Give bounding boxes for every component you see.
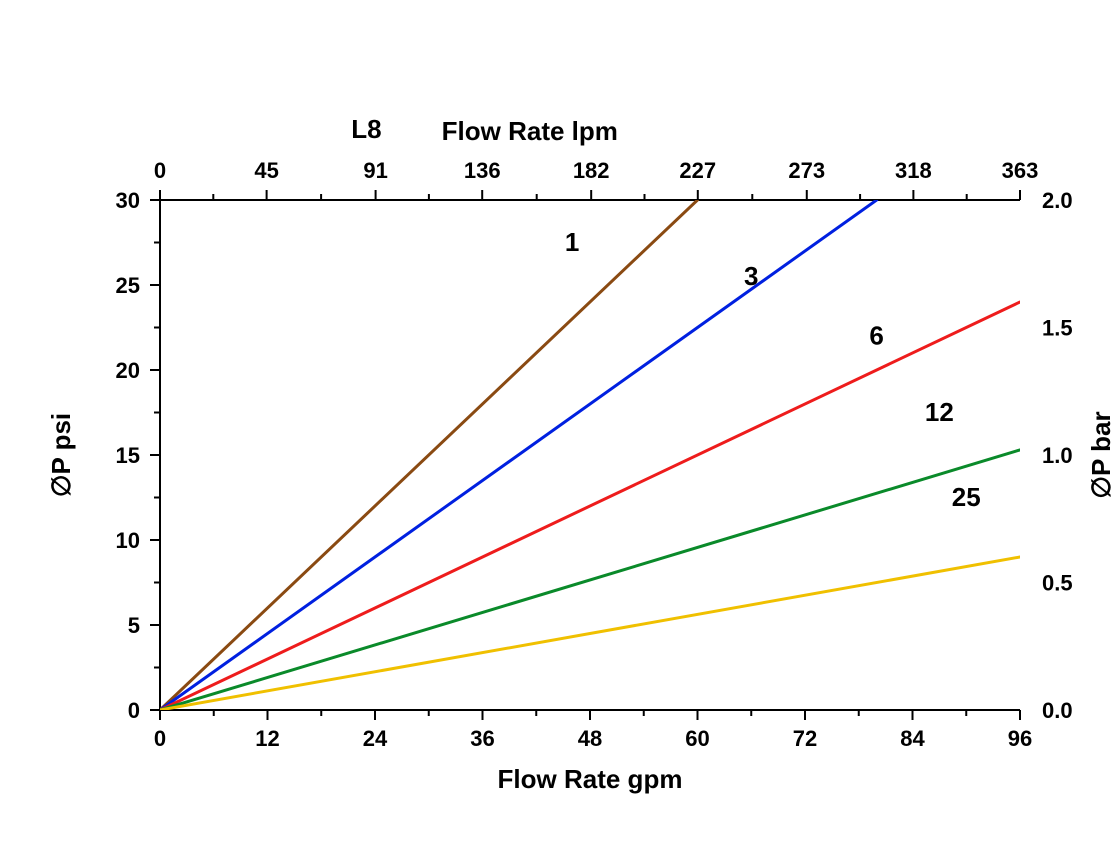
y-left-tick-label: 5 bbox=[128, 613, 140, 638]
y-left-tick-label: 10 bbox=[116, 528, 140, 553]
y-left-tick-label: 30 bbox=[116, 188, 140, 213]
y-left-tick-label: 0 bbox=[128, 698, 140, 723]
x-top-tick-label: 45 bbox=[254, 158, 278, 183]
series-label-12: 12 bbox=[925, 397, 954, 427]
x-bottom-tick-label: 0 bbox=[154, 726, 166, 751]
x-top-tick-label: 318 bbox=[895, 158, 932, 183]
x-bottom-tick-label: 60 bbox=[685, 726, 709, 751]
x-bottom-tick-label: 72 bbox=[793, 726, 817, 751]
series-label-25: 25 bbox=[952, 482, 981, 512]
series-label-3: 3 bbox=[744, 261, 758, 291]
x-top-tick-label: 91 bbox=[363, 158, 387, 183]
x-top-tick-label: 182 bbox=[573, 158, 610, 183]
y-right-tick-label: 1.5 bbox=[1042, 316, 1073, 341]
y-left-axis-label: ∅P psi bbox=[46, 413, 76, 497]
chart-svg: 0122436486072849604591136182227273318363… bbox=[0, 0, 1118, 860]
x-bottom-axis-label: Flow Rate gpm bbox=[498, 764, 683, 794]
x-bottom-tick-label: 12 bbox=[255, 726, 279, 751]
x-bottom-tick-label: 36 bbox=[470, 726, 494, 751]
y-left-tick-label: 25 bbox=[116, 273, 140, 298]
x-bottom-tick-label: 84 bbox=[900, 726, 925, 751]
x-top-tick-label: 363 bbox=[1002, 158, 1039, 183]
y-right-axis-label: ∅P bar bbox=[1086, 411, 1116, 498]
y-left-tick-label: 20 bbox=[116, 358, 140, 383]
y-right-tick-label: 0.5 bbox=[1042, 571, 1073, 596]
series-label-1: 1 bbox=[565, 227, 579, 257]
x-bottom-tick-label: 48 bbox=[578, 726, 602, 751]
x-top-tick-label: 0 bbox=[154, 158, 166, 183]
x-top-tick-label: 273 bbox=[788, 158, 825, 183]
x-top-axis-label: Flow Rate lpm bbox=[442, 116, 618, 146]
y-left-tick-label: 15 bbox=[116, 443, 140, 468]
x-top-tick-label: 136 bbox=[464, 158, 501, 183]
y-right-tick-label: 1.0 bbox=[1042, 443, 1073, 468]
pressure-drop-chart: 0122436486072849604591136182227273318363… bbox=[0, 0, 1118, 860]
y-right-tick-label: 2.0 bbox=[1042, 188, 1073, 213]
x-top-tick-label: 227 bbox=[679, 158, 716, 183]
chart-model-label: L8 bbox=[351, 114, 381, 144]
y-right-tick-label: 0.0 bbox=[1042, 698, 1073, 723]
series-label-6: 6 bbox=[869, 321, 883, 351]
x-bottom-tick-label: 96 bbox=[1008, 726, 1032, 751]
x-bottom-tick-label: 24 bbox=[363, 726, 388, 751]
